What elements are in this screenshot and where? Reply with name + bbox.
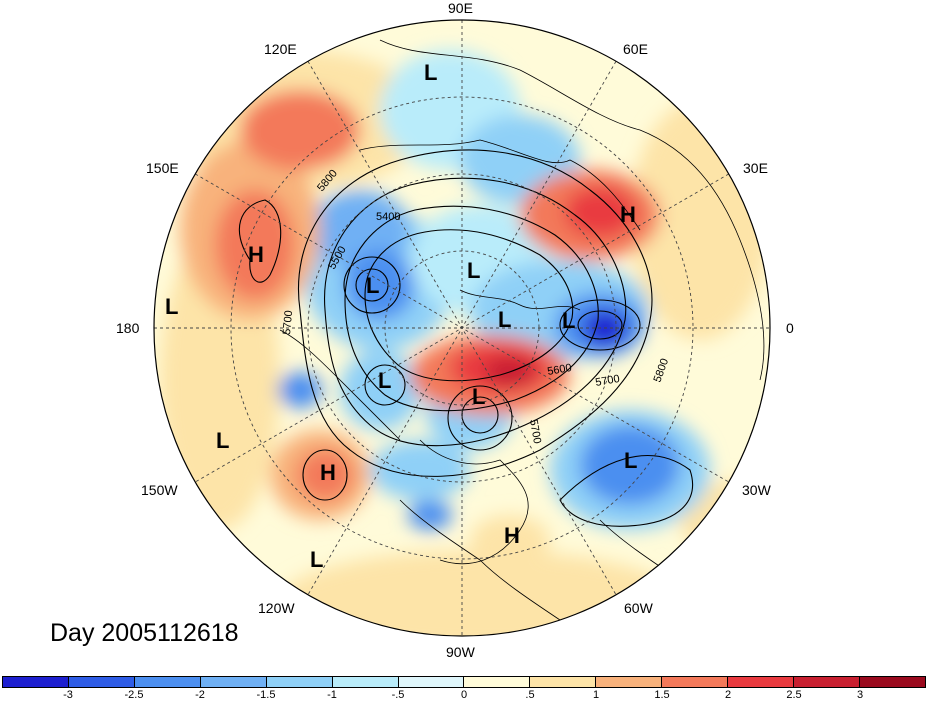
colorbar-segment [134,677,201,687]
colorbar-segment [662,677,729,687]
system-marker: L [562,308,575,333]
lon-label-180: 180 [116,320,140,336]
lon-label-90e: 90E [448,0,473,16]
lon-label-120w: 120W [258,600,295,616]
colorbar-tick-label: .5 [525,689,535,701]
map-boundary [153,19,771,637]
colorbar-segment [464,677,531,687]
system-marker: H [320,460,336,485]
system-marker: L [378,368,391,393]
colorbar-segment [398,677,465,687]
lon-label-120e: 120E [264,41,297,57]
colorbar-tick-label: 2 [724,689,732,701]
lon-label-30w: 30W [742,482,771,498]
colorbar-segment [3,677,69,687]
system-marker: L [310,547,323,572]
colorbar-bar [2,676,926,688]
colorbar-tick-label: 1.5 [654,689,670,701]
colorbar-tick-label: -3 [63,689,73,701]
colorbar-segment [596,677,663,687]
colorbar-segment [530,677,597,687]
anomaly-field [154,20,770,636]
lon-label-60w: 60W [624,600,653,616]
colorbar-tick-label: 3 [856,689,864,701]
colorbar: -3 -2.5 -2 -1.5 -1 -.5 0 .5 1 1.5 2 2.5 3 [0,676,928,702]
colorbar-tick-label: -2.5 [124,689,144,701]
contour-label: 5400 [376,211,400,223]
lon-label-90w: 90W [446,644,475,660]
system-marker: L [216,428,229,453]
colorbar-tick-label: -1.5 [256,689,276,701]
lon-label-30e: 30E [743,160,768,176]
system-marker: L [498,307,511,332]
colorbar-segment [68,677,135,687]
colorbar-tick-label: 2.5 [786,689,802,701]
colorbar-segment [332,677,399,687]
system-marker: L [624,448,637,473]
lon-label-60e: 60E [623,41,648,57]
colorbar-tick-label: -.5 [391,689,405,701]
lon-label-150w: 150W [141,482,178,498]
system-marker: H [504,523,520,548]
lon-label-0: 0 [786,320,794,336]
system-marker: L [165,294,178,319]
system-marker: L [467,258,480,283]
colorbar-segment [200,677,267,687]
graticule [154,20,770,636]
colorbar-tick-label: 1 [592,689,600,701]
colorbar-segment [266,677,333,687]
system-marker: L [424,60,437,85]
marker-group: L H L L L L L H L L L H L L H [165,60,637,572]
colorbar-tick-label: 0 [460,689,468,701]
contour-label: 5700 [527,418,543,444]
colorbar-segment [728,677,795,687]
system-marker: H [248,242,264,267]
colorbar-segment [859,677,925,687]
contour-label: 5700 [281,310,295,335]
system-marker: L [366,273,379,298]
lon-label-150e: 150E [146,160,179,176]
system-marker: L [472,384,485,409]
contour-label: 5600 [546,362,572,378]
height-contours [238,149,694,527]
polar-map: 5800 5400 5500 5700 5600 5700 5800 5700 … [153,19,771,637]
colorbar-tick-label: -1 [327,689,337,701]
figure-title: Day 2005112618 [50,619,239,647]
colorbar-tick-label: -2 [195,689,205,701]
contour-label: 5700 [594,373,620,389]
colorbar-segment [794,677,860,687]
system-marker: H [620,202,636,227]
